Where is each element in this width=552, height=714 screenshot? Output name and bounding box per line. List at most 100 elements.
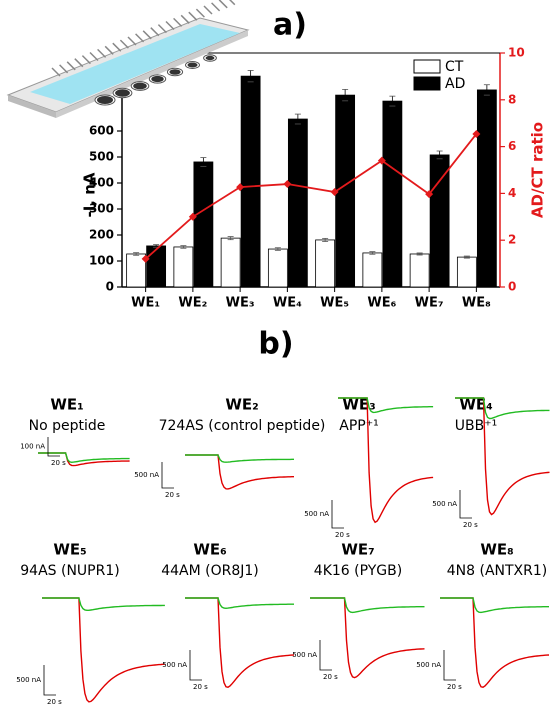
y2-tick-label: 6 bbox=[508, 139, 516, 153]
y2-tick-label: 2 bbox=[508, 233, 516, 247]
y2-axis-label: AD/CT ratio bbox=[529, 122, 547, 218]
x-tick-label: WE₆ bbox=[367, 296, 396, 311]
x-tick-label: WE₂ bbox=[178, 296, 207, 311]
scale-bar bbox=[459, 490, 472, 519]
bar bbox=[335, 94, 356, 288]
y-tick-label: 400 bbox=[89, 176, 114, 190]
electrode bbox=[205, 55, 215, 61]
legend-swatch bbox=[413, 76, 441, 91]
trace-red bbox=[455, 397, 550, 516]
scale-x-label: 20 s bbox=[463, 521, 478, 529]
error-bar bbox=[200, 157, 207, 167]
scale-bar bbox=[443, 650, 456, 681]
contact-pad bbox=[195, 8, 205, 18]
ratio-marker bbox=[188, 212, 197, 221]
scale-y-label: 500 nA bbox=[16, 676, 41, 684]
electrode bbox=[133, 82, 147, 90]
error-bar bbox=[180, 245, 187, 249]
bar bbox=[409, 253, 430, 288]
trace-green bbox=[38, 452, 130, 464]
legend-swatch bbox=[413, 59, 441, 74]
scale-y-label: 100 nA bbox=[20, 443, 45, 451]
bar bbox=[382, 100, 403, 288]
contact-pad bbox=[135, 33, 145, 43]
contact-pad bbox=[180, 14, 190, 24]
trace-title: WE₅ bbox=[53, 541, 86, 559]
error-bar bbox=[274, 247, 281, 251]
bar bbox=[362, 252, 383, 288]
error-bar bbox=[133, 252, 140, 256]
contact-pad bbox=[157, 24, 167, 34]
ratio-marker bbox=[425, 190, 434, 199]
error-bar bbox=[483, 84, 490, 96]
trace-green bbox=[310, 597, 425, 614]
electrode bbox=[115, 89, 130, 97]
y2-tick-label: 4 bbox=[508, 186, 516, 200]
error-bar bbox=[247, 70, 254, 83]
contact-pad bbox=[66, 61, 76, 71]
y-tick-label: 300 bbox=[89, 202, 114, 216]
y-tick-label: 100 bbox=[89, 254, 114, 268]
trace-red bbox=[338, 397, 434, 524]
trace-title: WE₇ bbox=[341, 541, 374, 559]
trace-red bbox=[440, 597, 550, 688]
bar bbox=[315, 239, 336, 288]
trace-title: WE₆ bbox=[193, 541, 226, 559]
ratio-line bbox=[145, 133, 478, 260]
trace-subtitle: No peptide bbox=[29, 418, 106, 434]
scale-y-label: 500 nA bbox=[432, 500, 457, 508]
trace-green bbox=[42, 597, 165, 611]
contact-pad bbox=[229, 0, 236, 6]
trace-red bbox=[310, 597, 425, 679]
panel-b-label: b) bbox=[258, 327, 293, 362]
error-bar bbox=[227, 236, 234, 241]
y2-tick-label: 10 bbox=[508, 46, 525, 60]
scale-y-label: 500 nA bbox=[134, 471, 159, 479]
trace-red bbox=[38, 452, 130, 467]
traces-area: WE₁ No peptide 100 nA 20 s WE₂ 724AS (control… bbox=[16, 396, 550, 706]
trace-subtitle: 4K16 (PYGB) bbox=[314, 563, 402, 579]
scale-bar bbox=[189, 650, 202, 681]
x-tick-label: WE₇ bbox=[415, 296, 444, 311]
trace-title: WE₈ bbox=[480, 541, 513, 559]
electrode bbox=[187, 62, 198, 68]
bar bbox=[287, 118, 308, 288]
trace-red bbox=[185, 597, 295, 688]
legend-label: AD bbox=[445, 76, 465, 92]
y2-tick-label: 8 bbox=[508, 92, 516, 106]
x-tick-label: WE₄ bbox=[273, 296, 302, 311]
scale-bar bbox=[331, 500, 344, 529]
scale-bar bbox=[43, 665, 56, 696]
contact-pad bbox=[59, 64, 69, 74]
electrode bbox=[97, 96, 113, 104]
trace-red bbox=[42, 597, 165, 703]
trace-green bbox=[185, 597, 294, 610]
trace-subtitle: 94AS (NUPR1) bbox=[20, 563, 119, 579]
trace-green bbox=[338, 397, 434, 414]
bar bbox=[220, 237, 241, 288]
y-tick-label: 600 bbox=[89, 124, 114, 138]
trace-title: WE₁ bbox=[50, 396, 83, 414]
scale-x-label: 20 s bbox=[193, 683, 208, 691]
ratio-marker bbox=[330, 187, 339, 196]
y2-tick-label: 0 bbox=[508, 280, 516, 294]
contact-pad bbox=[112, 42, 122, 52]
bar bbox=[476, 89, 497, 288]
error-bar bbox=[389, 95, 396, 107]
ratio-marker bbox=[283, 180, 292, 189]
trace-subtitle: UBB⁺¹ bbox=[455, 418, 497, 434]
x-tick-label: WE₁ bbox=[131, 296, 160, 311]
contact-pad bbox=[211, 2, 221, 12]
contact-pad bbox=[119, 39, 129, 49]
scale-x-label: 20 s bbox=[323, 673, 338, 681]
scale-y-label: 500 nA bbox=[162, 661, 187, 669]
scale-y-label: 500 nA bbox=[304, 510, 329, 518]
error-bar bbox=[463, 255, 470, 259]
x-tick-label: WE₈ bbox=[462, 296, 491, 311]
error-bar bbox=[436, 150, 443, 160]
y-tick-label: 500 bbox=[89, 150, 114, 164]
contact-pad bbox=[81, 55, 91, 65]
bar bbox=[193, 161, 214, 288]
y-tick-label: 0 bbox=[106, 280, 114, 294]
